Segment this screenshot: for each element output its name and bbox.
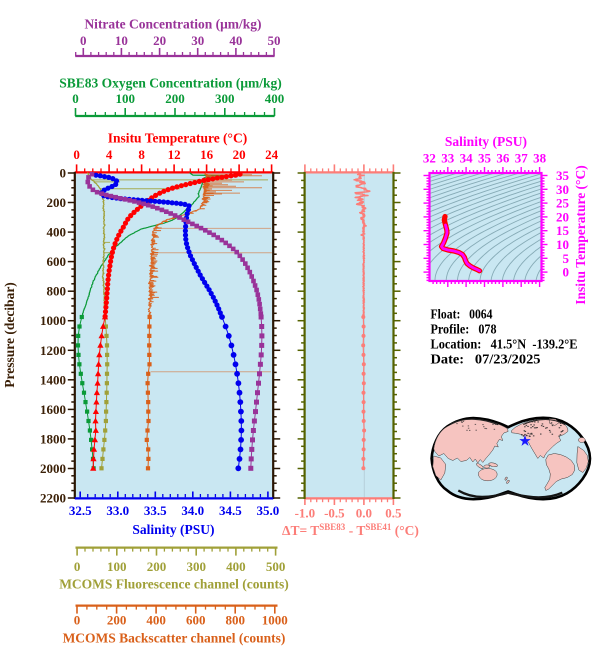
svg-text:600: 600: [186, 613, 206, 628]
svg-text:Float: 0064: Float: 0064: [431, 307, 493, 322]
svg-text:33.5: 33.5: [144, 503, 167, 518]
svg-text:300: 300: [186, 559, 206, 574]
svg-text:MCOMS Fluorescence channel (co: MCOMS Fluorescence channel (counts): [59, 577, 289, 592]
svg-text:0.5: 0.5: [385, 506, 402, 521]
svg-text:2200: 2200: [40, 491, 66, 506]
svg-text:0: 0: [74, 559, 81, 574]
svg-text:800: 800: [47, 284, 67, 299]
svg-text:ΔT= TSBE83 - TSBE41 (°C): ΔT= TSBE83 - TSBE41 (°C): [282, 522, 419, 538]
svg-text:Pressure (decibar): Pressure (decibar): [2, 282, 17, 388]
svg-text:38: 38: [533, 151, 547, 166]
svg-text:25: 25: [556, 196, 570, 211]
svg-text:Date: 07/23/2025: Date: 07/23/2025: [431, 352, 541, 367]
svg-text:MCOMS Backscatter channel (cou: MCOMS Backscatter channel (counts): [63, 631, 286, 646]
svg-text:32.5: 32.5: [69, 503, 92, 518]
svg-text:-0.5: -0.5: [324, 506, 345, 521]
svg-text:20: 20: [153, 33, 166, 48]
svg-text:34.0: 34.0: [181, 503, 204, 518]
svg-text:200: 200: [147, 559, 167, 574]
svg-text:Profile: 078: Profile: 078: [431, 322, 497, 337]
svg-text:5: 5: [563, 251, 570, 266]
svg-text:300: 300: [215, 91, 235, 106]
svg-text:400: 400: [47, 225, 67, 240]
svg-text:800: 800: [225, 613, 245, 628]
svg-text:Location: 41.5°N -139.2°E: Location: 41.5°N -139.2°E: [431, 337, 578, 352]
svg-text:0: 0: [73, 147, 80, 162]
svg-text:Nitrate Concentration (μm/kg): Nitrate Concentration (μm/kg): [84, 17, 261, 32]
svg-text:-1.0: -1.0: [295, 506, 316, 521]
svg-text:8: 8: [138, 147, 145, 162]
svg-text:Salinity (PSU): Salinity (PSU): [132, 522, 214, 537]
svg-text:600: 600: [47, 254, 67, 269]
svg-text:0: 0: [60, 166, 67, 181]
svg-text:200: 200: [47, 195, 67, 210]
svg-text:1200: 1200: [40, 343, 66, 358]
svg-text:40: 40: [229, 33, 242, 48]
svg-text:50: 50: [268, 33, 281, 48]
svg-text:0: 0: [80, 33, 87, 48]
svg-text:500: 500: [266, 559, 286, 574]
svg-text:1800: 1800: [40, 431, 66, 446]
svg-text:20: 20: [233, 147, 246, 162]
svg-text:Insitu Temperature (°C): Insitu Temperature (°C): [108, 131, 247, 146]
svg-text:30: 30: [556, 182, 569, 197]
svg-text:33: 33: [441, 151, 455, 166]
svg-text:100: 100: [115, 91, 135, 106]
svg-text:4: 4: [106, 147, 113, 162]
svg-text:1600: 1600: [40, 402, 66, 417]
svg-text:32: 32: [423, 151, 436, 166]
svg-text:35.0: 35.0: [257, 503, 280, 518]
svg-text:1000: 1000: [262, 613, 288, 628]
svg-text:0: 0: [74, 613, 81, 628]
svg-text:1400: 1400: [40, 372, 66, 387]
svg-text:200: 200: [165, 91, 185, 106]
svg-text:1000: 1000: [40, 313, 66, 328]
svg-text:35: 35: [556, 168, 570, 183]
svg-text:16: 16: [200, 147, 214, 162]
svg-text:SBE83 Oxygen Concentration (μm: SBE83 Oxygen Concentration (μm/kg): [59, 76, 282, 91]
svg-text:36: 36: [496, 151, 510, 166]
svg-text:0.0: 0.0: [356, 506, 372, 521]
svg-text:200: 200: [107, 613, 127, 628]
svg-text:0: 0: [563, 265, 570, 280]
svg-text:34: 34: [460, 151, 474, 166]
svg-text:37: 37: [515, 151, 529, 166]
svg-text:400: 400: [146, 613, 166, 628]
svg-text:15: 15: [556, 223, 570, 238]
svg-text:Insitu Temperature (°C): Insitu Temperature (°C): [573, 165, 588, 304]
svg-text:12: 12: [168, 147, 181, 162]
svg-text:24: 24: [265, 147, 279, 162]
svg-text:100: 100: [107, 559, 127, 574]
svg-text:20: 20: [556, 209, 569, 224]
svg-text:30: 30: [191, 33, 204, 48]
svg-text:33.0: 33.0: [106, 503, 129, 518]
svg-text:400: 400: [226, 559, 246, 574]
svg-text:Salinity (PSU): Salinity (PSU): [445, 134, 527, 149]
svg-text:10: 10: [115, 33, 128, 48]
svg-text:35: 35: [478, 151, 492, 166]
svg-text:400: 400: [265, 91, 285, 106]
svg-text:34.5: 34.5: [219, 503, 242, 518]
svg-text:10: 10: [556, 237, 569, 252]
svg-text:0: 0: [72, 91, 79, 106]
svg-text:2000: 2000: [40, 461, 66, 476]
